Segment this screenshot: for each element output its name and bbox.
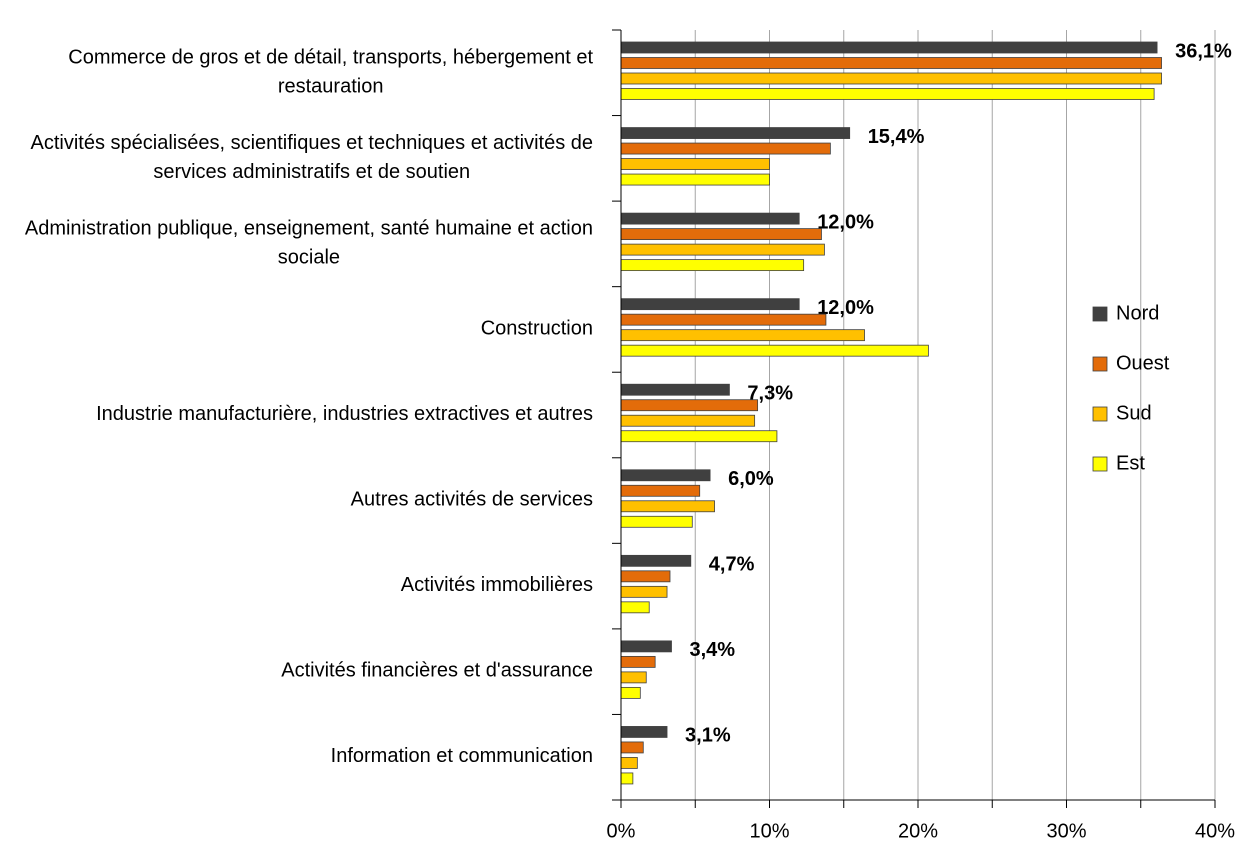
category-label: Industrie manufacturière, industries ext… [96,403,593,425]
bar [620,344,929,357]
legend-label: Nord [1116,302,1159,324]
bar [620,554,692,567]
value-label: 12,0% [817,297,874,319]
category-label: Commerce de gros et de détail, transport… [68,47,593,98]
category-line: Industrie manufacturière, industries ext… [96,403,593,425]
bar [620,686,641,699]
category-label: Autres activités de services [351,489,593,511]
value-label: 7,3% [747,383,793,405]
legend-swatch [1092,356,1108,372]
category-label: Activités financières et d'assurance [281,660,593,682]
bar [620,500,715,513]
bar [620,212,800,225]
legend-label: Sud [1116,402,1152,424]
bar [620,414,756,427]
category-label: Activités immobilières [401,574,593,596]
bar [620,671,647,684]
value-label: 6,0% [728,468,774,490]
x-tick-label: 20% [898,820,938,842]
bar [620,430,778,443]
bar [620,243,825,256]
bar [620,585,668,598]
category-label: Information et communication [331,746,593,768]
legend-label: Ouest [1116,352,1170,374]
legend-swatch [1092,406,1108,422]
value-label: 36,1% [1175,40,1232,62]
category-label: Activités spécialisées, scientifiques et… [30,132,593,183]
x-tick-label: 40% [1195,820,1235,842]
bar [620,259,805,272]
value-label: 3,4% [689,639,735,661]
category-line: Administration publique, enseignement, s… [25,218,593,240]
bar [620,88,1155,100]
bar [620,601,650,614]
bar [620,515,693,528]
bar [620,757,638,769]
bar [620,570,671,583]
x-tick-label: 10% [749,820,789,842]
bar [620,41,1158,54]
category-line: restauration [278,76,384,98]
category-line: Activités immobilières [401,574,593,596]
bar [620,72,1162,85]
bar [620,127,851,139]
value-label: 15,4% [868,126,925,148]
category-line: Activités financières et d'assurance [281,660,593,682]
category-label: Construction [481,318,593,340]
category-line: services administratifs et de soutien [153,161,470,183]
value-label: 12,0% [817,211,874,233]
legend-swatch [1092,456,1108,472]
bar [620,640,672,653]
x-tick-label: 0% [607,820,636,842]
category-line: Autres activités de services [351,489,593,511]
bar [620,741,644,754]
x-tick-label: 30% [1046,820,1086,842]
bar [620,228,822,241]
bar [620,383,730,396]
bar [620,655,656,668]
bar [620,142,831,155]
legend-swatch [1092,306,1108,322]
bar [620,469,711,482]
bar [620,173,770,186]
bar [620,329,865,342]
category-line: Construction [481,318,593,340]
bar [620,772,634,785]
bar [620,158,770,170]
category-line: Activités spécialisées, scientifiques et… [30,132,593,154]
value-label: 3,1% [685,725,731,747]
category-line: Information et communication [331,746,593,768]
bar [620,399,759,412]
category-line: Commerce de gros et de détail, transport… [68,47,593,69]
category-label: Administration publique, enseignement, s… [25,218,593,269]
legend-label: Est [1116,452,1145,474]
bar [620,484,701,497]
value-label: 4,7% [709,554,755,576]
category-line: sociale [278,247,340,269]
bar [620,57,1162,69]
bar [620,313,827,326]
bar [620,726,668,738]
bar [620,298,800,311]
